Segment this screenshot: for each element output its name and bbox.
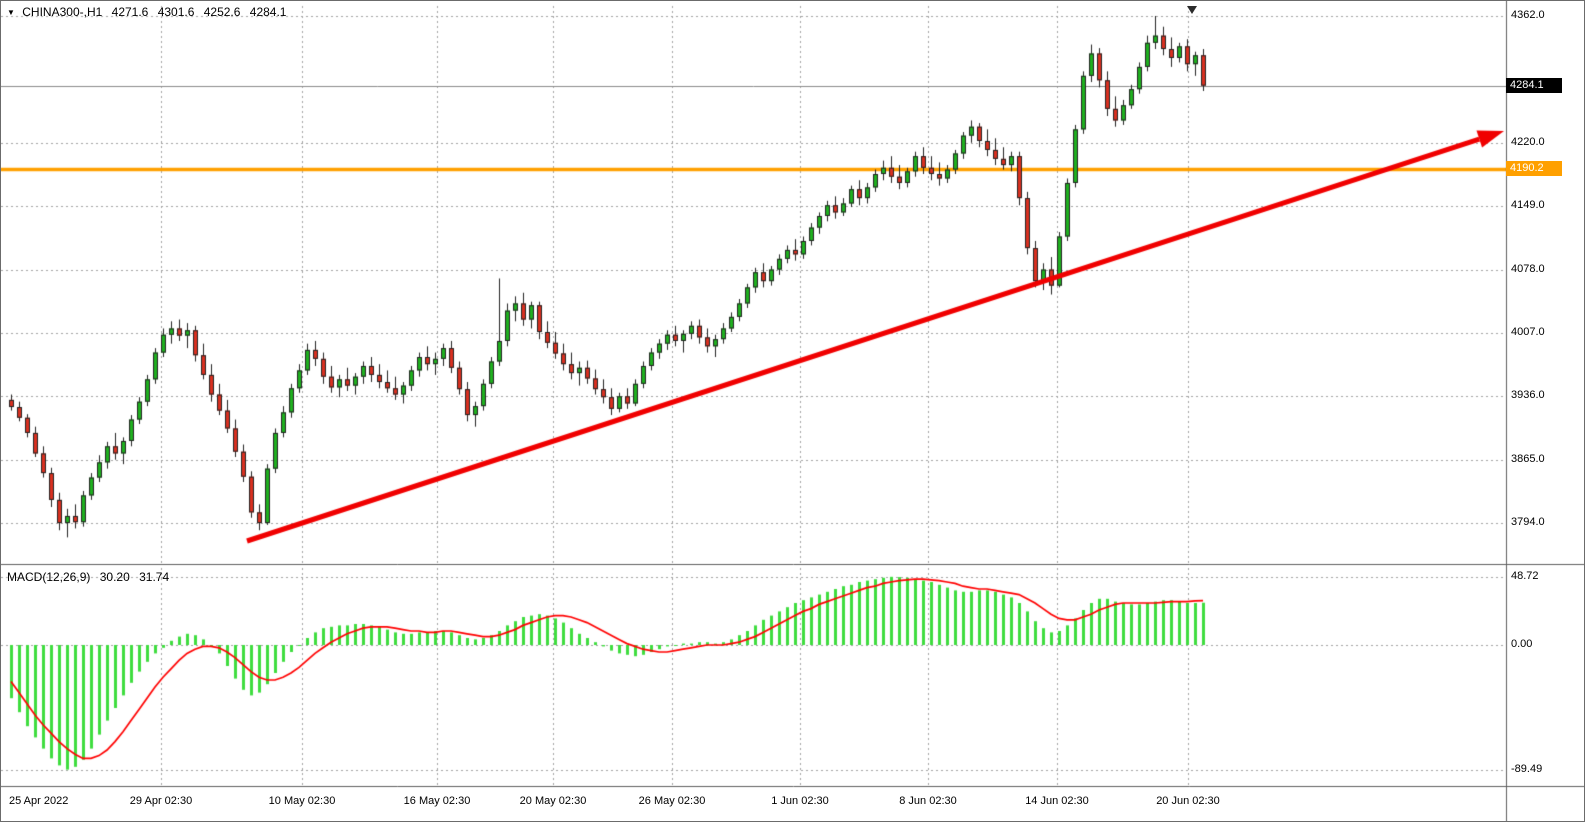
price-axis-label: 4220.0 <box>1511 136 1545 148</box>
macd-axis-label: 0.00 <box>1511 638 1533 650</box>
ohlc-close-value: 4284.1 <box>249 5 287 19</box>
ohlc-high-value: 4301.6 <box>157 5 195 19</box>
time-axis-label: 1 Jun 02:30 <box>771 795 829 807</box>
time-axis-label: 29 Apr 02:30 <box>129 795 193 807</box>
price-axis-label: 3936.0 <box>1511 389 1545 401</box>
current-price-badge: 4284.1 <box>1506 78 1562 93</box>
time-axis-label: 20 May 02:30 <box>519 795 587 807</box>
time-axis-label: 25 Apr 2022 <box>9 795 69 807</box>
time-axis-label: 14 Jun 02:30 <box>1025 795 1089 807</box>
time-axis-label: 20 Jun 02:30 <box>1156 795 1220 807</box>
macd-signal-value: 31.74 <box>139 570 170 584</box>
macd-axis-label: -89.49 <box>1511 763 1543 775</box>
price-axis-label: 3865.0 <box>1511 453 1545 465</box>
chart-ohlc-header: ▼ CHINA300-,H1 4271.6 4301.6 4252.6 4284… <box>7 5 292 19</box>
price-axis-label: 3794.0 <box>1511 516 1545 528</box>
price-axis-label: 4362.0 <box>1511 9 1545 21</box>
macd-name-label: MACD(12,26,9) <box>7 570 91 584</box>
chart-header-arrow-icon: ▼ <box>7 8 15 17</box>
time-axis: 25 Apr 2022 29 Apr 02:30 10 May 02:30 16 Ma… <box>1 791 1584 817</box>
time-axis-label: 26 May 02:30 <box>638 795 706 807</box>
macd-axis-label: 48.72 <box>1511 570 1539 582</box>
chart-shift-marker-icon[interactable] <box>1187 6 1197 14</box>
time-axis-label: 16 May 02:30 <box>403 795 471 807</box>
time-axis-label: 10 May 02:30 <box>268 795 336 807</box>
trendline-price-badge: 4190.2 <box>1506 161 1562 176</box>
symbol-period-label: CHINA300-,H1 <box>22 5 103 19</box>
price-axis-label: 4007.0 <box>1511 326 1545 338</box>
time-axis-label: 8 Jun 02:30 <box>899 795 957 807</box>
ohlc-low-value: 4252.6 <box>203 5 241 19</box>
macd-main-value: 30.20 <box>99 570 130 584</box>
price-axis-label: 4078.0 <box>1511 263 1545 275</box>
macd-indicator-label: MACD(12,26,9) 30.20 31.74 <box>7 570 175 584</box>
ohlc-open-value: 4271.6 <box>111 5 149 19</box>
price-axis-label: 4149.0 <box>1511 199 1545 211</box>
